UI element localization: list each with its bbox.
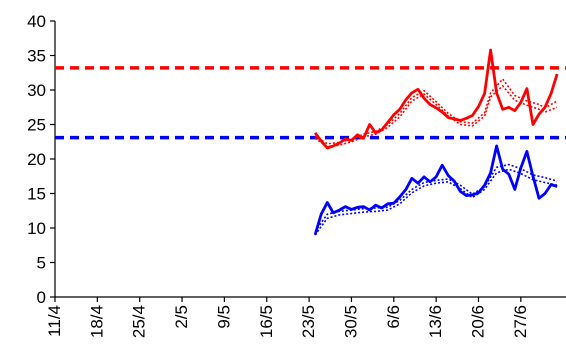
- x-tick-label: 25/4: [130, 305, 149, 338]
- x-tick-label: 23/5: [299, 305, 318, 338]
- series-line-2: [314, 78, 558, 145]
- y-axis: 0 5 10 15 20 25 30 35 40: [27, 12, 56, 307]
- x-tick-label: 16/5: [257, 305, 276, 338]
- y-tick-label: 0: [37, 288, 46, 307]
- x-tick-label: 20/6: [469, 305, 488, 338]
- x-tick-label: 13/6: [426, 305, 445, 338]
- y-tick-label: 20: [27, 150, 46, 169]
- series-line-3: [314, 85, 558, 148]
- series-line-4: [313, 144, 558, 236]
- y-tick-label: 40: [27, 12, 46, 31]
- y-tick-label: 30: [27, 81, 46, 100]
- y-tick-label: 5: [37, 254, 46, 273]
- series-line-5: [314, 163, 558, 232]
- y-tick-label: 15: [27, 185, 46, 204]
- y-tick-label: 25: [27, 116, 46, 135]
- x-tick-label: 2/5: [172, 305, 191, 329]
- series-line-1: [313, 48, 559, 150]
- y-tick-label: 10: [27, 219, 46, 238]
- series-line-6: [314, 168, 558, 236]
- x-tick-label: 27/6: [511, 305, 530, 338]
- x-axis: 11/4 18/4 25/4 2/5 9/5 16/5 23/5 30/5 6/6 13/6 20/…: [45, 296, 566, 338]
- series-lines: [313, 48, 559, 236]
- y-tick-label: 35: [27, 47, 46, 66]
- x-tick-label: 9/5: [214, 305, 233, 329]
- reference-lines: [55, 66, 566, 140]
- x-tick-label: 11/4: [45, 305, 64, 337]
- x-tick-label: 18/4: [87, 305, 106, 338]
- x-tick-label: 6/6: [384, 305, 403, 329]
- x-tick-label: 30/5: [341, 305, 360, 338]
